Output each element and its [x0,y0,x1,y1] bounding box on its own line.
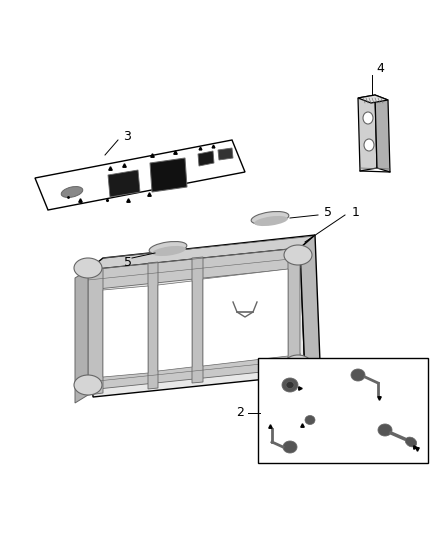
Polygon shape [358,95,377,171]
Ellipse shape [351,369,365,381]
Polygon shape [88,353,300,390]
Polygon shape [35,140,245,210]
Ellipse shape [286,382,294,389]
Polygon shape [148,262,158,389]
Ellipse shape [149,241,187,254]
Ellipse shape [74,258,102,278]
Bar [258,358,428,463]
Ellipse shape [364,139,374,151]
Ellipse shape [405,437,417,447]
Polygon shape [375,95,390,172]
Polygon shape [103,286,148,377]
Ellipse shape [282,378,298,392]
Polygon shape [88,235,315,270]
Ellipse shape [61,187,83,197]
Ellipse shape [251,212,289,224]
Text: 4: 4 [376,61,384,75]
Polygon shape [192,257,203,383]
Polygon shape [150,158,187,192]
Ellipse shape [284,245,312,265]
Text: 5: 5 [124,255,132,269]
Polygon shape [203,269,288,366]
Text: 5: 5 [324,206,332,220]
Ellipse shape [378,424,392,436]
Ellipse shape [284,355,312,375]
Polygon shape [88,248,300,290]
Text: 3: 3 [123,131,131,143]
Polygon shape [88,248,305,397]
Text: 2: 2 [236,407,244,419]
Polygon shape [358,95,388,103]
Polygon shape [108,170,140,197]
Polygon shape [218,148,233,160]
Polygon shape [88,268,103,395]
Polygon shape [300,235,320,375]
Polygon shape [158,281,192,371]
Ellipse shape [254,216,288,226]
Ellipse shape [152,246,186,256]
Ellipse shape [283,441,297,453]
Ellipse shape [74,375,102,395]
Ellipse shape [363,112,373,124]
Polygon shape [75,270,88,403]
Text: 1: 1 [352,206,360,220]
Polygon shape [198,151,214,166]
Ellipse shape [305,416,315,424]
Polygon shape [288,248,300,375]
